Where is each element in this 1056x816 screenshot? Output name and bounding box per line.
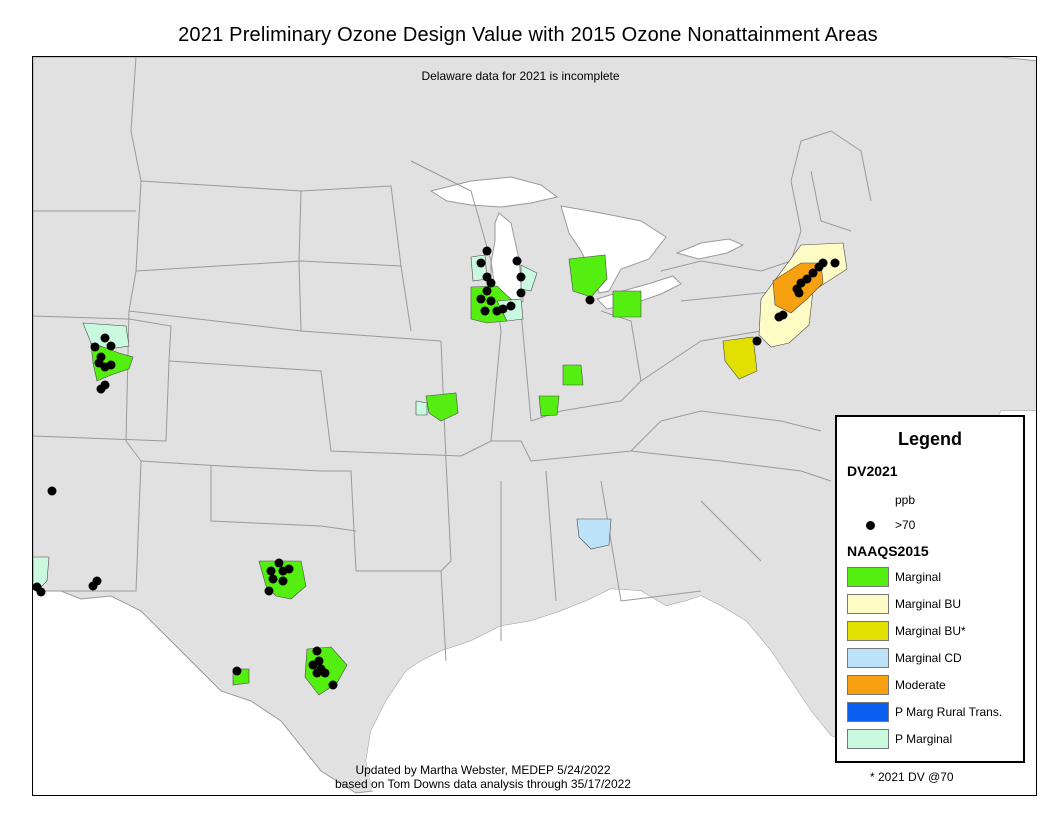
map-frame: Delaware data for 2021 is incomplete Upd…: [32, 56, 1037, 796]
legend-swatch: [847, 675, 889, 695]
legend-label: Marginal CD: [895, 651, 962, 665]
legend-swatch: [847, 648, 889, 668]
legend-swatch: [847, 567, 889, 587]
legend-dot-label: >70: [895, 518, 916, 532]
footnote: * 2021 DV @70: [870, 770, 954, 784]
legend-naaqs-heading: NAAQS2015: [847, 543, 929, 559]
lake-ontario: [675, 238, 745, 260]
legend-swatch: [847, 594, 889, 614]
legend-item-marginal-cd: Marginal CD: [847, 648, 1023, 670]
area-marginal-st-louis: [425, 392, 459, 422]
legend-item-moderate: Moderate: [847, 675, 1023, 697]
monitor-dots: [33, 246, 840, 690]
area-marginal-detroit: [568, 254, 608, 298]
legend-box: Legend DV2021 ppb >70 NAAQS2015 Marginal…: [835, 415, 1025, 763]
credit-line-2: based on Tom Downs data analysis through…: [335, 777, 631, 791]
legend-label: Marginal BU: [895, 597, 962, 611]
legend-label: Marginal BU*: [895, 624, 966, 638]
legend-title: Legend: [897, 429, 962, 449]
area-marginal-cd-atlanta: [576, 518, 612, 550]
legend-label: Moderate: [895, 678, 946, 692]
legend-swatch: [847, 729, 889, 749]
area-marginal-louisville: [538, 395, 560, 417]
legend-swatch: [847, 702, 889, 722]
area-marginal-bu-star-baltimore: [722, 336, 758, 380]
legend-item-p-marg-rural-trans: P Marg Rural Trans.: [847, 702, 1023, 724]
gulf-water: [356, 411, 1036, 795]
legend-dv-heading: DV2021: [847, 463, 898, 479]
area-p-marginal-st-louis: [415, 400, 428, 416]
monitor-dot-symbol: [866, 521, 875, 530]
legend-item-marginal-bu-star: Marginal BU*: [847, 621, 1023, 643]
credit-line-1: Updated by Martha Webster, MEDEP 5/24/20…: [355, 763, 611, 777]
legend-label: P Marginal: [895, 732, 953, 746]
legend-item-marginal: Marginal: [847, 567, 1023, 589]
area-marginal-cincinnati: [562, 364, 584, 386]
credit-text: Updated by Martha Webster, MEDEP 5/24/20…: [283, 763, 683, 791]
legend-label: P Marg Rural Trans.: [895, 705, 1003, 719]
lake-huron: [560, 205, 667, 294]
legend-item-p-marginal: P Marginal: [847, 729, 1023, 751]
area-marginal-cleveland: [612, 290, 642, 318]
legend-dv-unit: ppb: [895, 493, 916, 507]
us-map: [33, 57, 1036, 795]
legend-label: Marginal: [895, 570, 942, 584]
legend-swatch: [847, 621, 889, 641]
map-title: 2021 Preliminary Ozone Design Value with…: [178, 24, 878, 46]
legend-item-marginal-bu: Marginal BU: [847, 594, 1023, 616]
lake-superior: [429, 176, 559, 208]
data-note: Delaware data for 2021 is incomplete: [421, 69, 620, 83]
